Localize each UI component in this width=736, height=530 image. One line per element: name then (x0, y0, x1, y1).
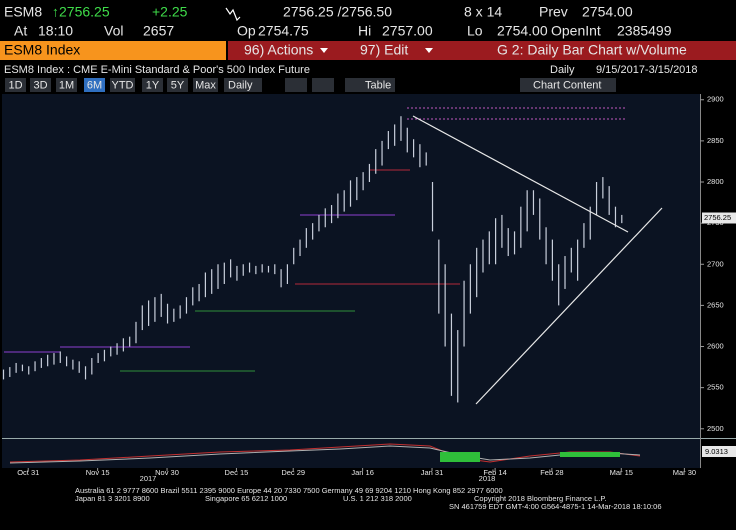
x-tick-label: Mar 30 (673, 468, 696, 477)
last-price-box (702, 212, 736, 224)
range-button[interactable] (30, 78, 51, 92)
y-tick-label: 2650 (707, 300, 724, 309)
openint: 2385499 (617, 23, 672, 39)
low-label: Lo (467, 23, 483, 39)
page-title: G 2: Daily Bar Chart w/Volume (497, 42, 687, 58)
range-button-label[interactable]: 5Y (171, 79, 185, 91)
vol-label: Vol (104, 23, 123, 39)
time-label: At (14, 23, 27, 39)
chart-range: 9/15/2017-3/15/2018 (596, 64, 698, 76)
y-tick-label: 2700 (707, 259, 724, 268)
high: 2757.00 (382, 23, 433, 39)
indicator-bars (440, 452, 620, 462)
footer-line: U.S. 1 212 318 2000 (343, 494, 412, 503)
trendline (412, 115, 629, 233)
range-button-label[interactable]: 1M (59, 79, 74, 91)
y-tick-label: 2900 (707, 95, 724, 104)
chart-description: ESM8 Index : CME E-Mini Standard & Poor'… (4, 64, 310, 76)
table-button[interactable] (345, 78, 395, 92)
range-button-label[interactable]: 3D (33, 79, 47, 91)
range-button-label[interactable]: Max (195, 79, 216, 91)
y-tick-label: 2550 (707, 383, 724, 392)
footer-line: Copyright 2018 Bloomberg Finance L.P. (474, 494, 606, 503)
chart-period: Daily (550, 64, 575, 76)
content-label[interactable]: Chart Content (533, 79, 601, 91)
x-tick-label: Mar 15 (610, 468, 633, 477)
y-tick-label: 2600 (707, 342, 724, 351)
x-tick-label: Dec 15 (225, 468, 249, 477)
range-button[interactable] (5, 78, 26, 92)
change: +2.25 (152, 4, 188, 20)
indicator-bar (560, 452, 620, 457)
range-button[interactable] (142, 78, 163, 92)
toolbar: 1D 3D 1M 6M YTD 1Y 5Y Max Daily Table Chart Conten… (5, 78, 616, 92)
year-label: 2018 (479, 474, 496, 483)
content-button[interactable] (520, 78, 616, 92)
vol: 2657 (143, 23, 174, 39)
year-label: 2017 (140, 474, 157, 483)
plot-area (2, 94, 700, 438)
prev: 2754.00 (582, 4, 633, 20)
range-button-label[interactable]: 1D (8, 79, 22, 91)
lower-label-box (702, 446, 736, 457)
indicator-bar (440, 452, 480, 462)
security[interactable]: ESM8 Index (4, 42, 80, 58)
price-bars (2, 116, 623, 403)
table-label[interactable]: Table (365, 79, 391, 91)
footer-line: Australia 61 2 9777 8600 Brazil 5511 239… (75, 486, 503, 495)
bid-ask: 2756.25 /2756.50 (283, 4, 392, 20)
x-tick-label: Dec 29 (281, 468, 305, 477)
range-button-label[interactable]: YTD (112, 79, 134, 91)
footer-line: SN 461759 EDT GMT-4:00 G564-4875-1 14-Ma… (449, 502, 662, 511)
size: 8 x 14 (464, 4, 502, 20)
range-button-label[interactable]: 1Y (146, 79, 160, 91)
last-price-label: 2756.25 (704, 213, 731, 222)
sparkline-icon (225, 7, 241, 22)
x-tick-label: Feb 28 (540, 468, 563, 477)
y-tick-label: 2500 (707, 424, 724, 433)
dropdown-arrow (425, 48, 433, 53)
last-price: ↑2756.25 (52, 4, 110, 20)
low: 2754.00 (497, 23, 548, 39)
lower-panel-label: 9.0313 (705, 447, 728, 456)
frequency-button[interactable] (224, 78, 262, 92)
prev-label: Prev (539, 4, 568, 20)
range-button[interactable] (84, 78, 105, 92)
ticker: ESM8 (4, 4, 42, 20)
range-button[interactable] (193, 78, 218, 92)
x-tick-label: Feb 14 (483, 468, 506, 477)
footer-line: Singapore 65 6212 1000 (205, 494, 287, 503)
openint-label: OpenInt (551, 23, 601, 39)
tool-icon[interactable] (312, 78, 334, 92)
x-tick-label: Oct 31 (17, 468, 39, 477)
open-label: Op (237, 23, 256, 39)
footer-line: Japan 81 3 3201 8900 (75, 494, 150, 503)
x-tick-label: Jan 16 (351, 468, 374, 477)
tool-icon[interactable] (285, 78, 307, 92)
range-button[interactable] (56, 78, 77, 92)
y-tick-label: 2800 (707, 177, 724, 186)
range-button-label[interactable]: 6M (87, 79, 102, 91)
edit-menu[interactable]: 97) Edit (360, 42, 408, 58)
range-button[interactable] (167, 78, 188, 92)
time: 18:10 (38, 23, 73, 39)
x-tick-label: Nov 15 (86, 468, 110, 477)
y-tick-label: 2850 (707, 136, 724, 145)
menu-bar (228, 41, 736, 60)
open: 2754.75 (258, 23, 309, 39)
x-tick-label: Nov 30 (155, 468, 179, 477)
x-tick-label: Jan 31 (421, 468, 444, 477)
frequency-label[interactable]: Daily (228, 79, 253, 91)
dropdown-arrow (320, 48, 328, 53)
actions-menu[interactable]: 96) Actions (244, 42, 313, 58)
trendline (475, 207, 663, 405)
security-box[interactable] (0, 41, 226, 60)
range-button[interactable] (110, 78, 135, 92)
levels (4, 107, 625, 372)
high-label: Hi (358, 23, 371, 39)
